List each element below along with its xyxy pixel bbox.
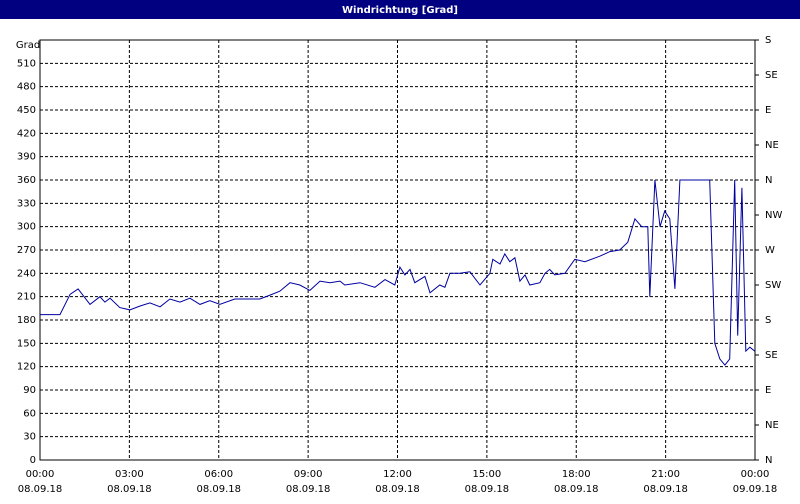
y-tick-label: 180	[17, 315, 36, 326]
y-tick-label: 300	[17, 222, 36, 233]
y2-tick-label: S	[765, 35, 771, 46]
y-tick-label: 120	[17, 362, 36, 373]
y-tick-label: 330	[17, 198, 36, 209]
x-tick-label: 09:00	[294, 469, 323, 480]
y-axis-label: Grad	[16, 40, 40, 51]
y2-tick-label: N	[765, 175, 772, 186]
x-tick-label: 15:00	[472, 469, 501, 480]
y2-tick-label: E	[765, 105, 771, 116]
y-tick-label: 390	[17, 152, 36, 163]
x-tick-label: 21:00	[651, 469, 680, 480]
x-tick-date: 08.09.18	[286, 484, 331, 495]
data-line	[40, 179, 756, 366]
x-tick-date: 09.09.18	[733, 484, 778, 495]
y-tick-label: 90	[23, 385, 36, 396]
y-tick-label: 0	[30, 455, 36, 466]
y2-tick-label: N	[765, 455, 772, 466]
x-tick-label: 00:00	[26, 469, 55, 480]
y2-tick-label: S	[765, 315, 771, 326]
y2-tick-label: SE	[765, 70, 778, 81]
y-tick-label: 270	[17, 245, 36, 256]
y2-tick-label: SE	[765, 350, 778, 361]
x-tick-date: 08.09.18	[554, 484, 599, 495]
y2-tick-label: NE	[765, 420, 779, 431]
y2-tick-label: W	[765, 245, 775, 256]
chart-title: Windrichtung [Grad]	[342, 5, 458, 16]
y2-tick-label: NE	[765, 140, 779, 151]
y-tick-label: 480	[17, 82, 36, 93]
y-tick-label: 240	[17, 268, 36, 279]
x-tick-date: 08.09.18	[18, 484, 63, 495]
x-tick-date: 08.09.18	[643, 484, 688, 495]
x-tick-label: 12:00	[383, 469, 412, 480]
y-tick-label: 30	[23, 432, 36, 443]
x-tick-date: 08.09.18	[465, 484, 510, 495]
x-tick-label: 18:00	[562, 469, 591, 480]
x-tick-date: 08.09.18	[107, 484, 152, 495]
y-tick-label: 60	[23, 408, 36, 419]
x-tick-label: 03:00	[115, 469, 144, 480]
x-tick-label: 06:00	[204, 469, 233, 480]
y-tick-label: 150	[17, 338, 36, 349]
y-tick-label: 360	[17, 175, 36, 186]
y-tick-label: 450	[17, 105, 36, 116]
y2-tick-label: SW	[765, 280, 781, 291]
y2-tick-label: E	[765, 385, 771, 396]
x-tick-date: 08.09.18	[375, 484, 420, 495]
y-tick-label: 210	[17, 292, 36, 303]
y-tick-label: 420	[17, 128, 36, 139]
y2-tick-label: NW	[765, 210, 782, 221]
title-bar	[0, 0, 800, 19]
x-tick-label: 00:00	[741, 469, 770, 480]
y-tick-label: 510	[17, 58, 36, 69]
x-tick-date: 08.09.18	[196, 484, 241, 495]
